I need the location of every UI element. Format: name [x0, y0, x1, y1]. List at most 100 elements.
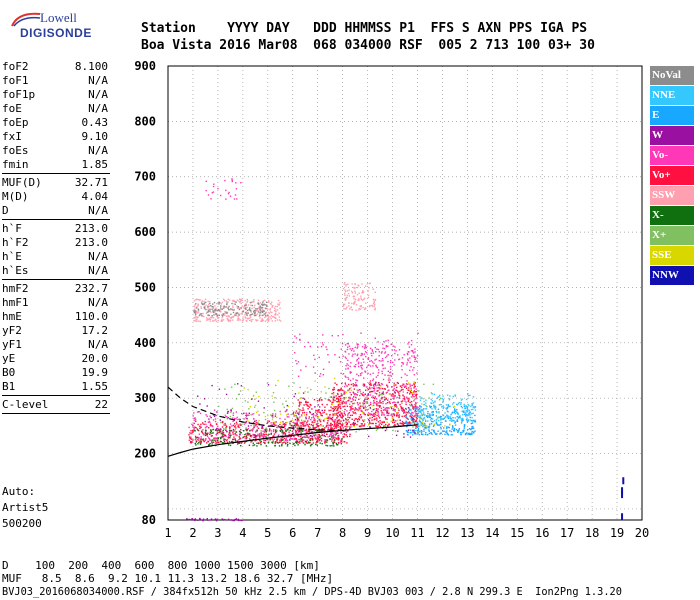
echo-point: [360, 374, 362, 377]
echo-point: [417, 429, 420, 432]
echo-point: [297, 430, 299, 432]
echo-point: [386, 411, 388, 414]
echo-point: [305, 417, 307, 420]
echo-point: [471, 427, 473, 429]
echo-point: [228, 305, 230, 308]
echo-point: [393, 398, 395, 400]
echo-point: [419, 416, 421, 418]
echo-point: [346, 423, 348, 425]
echo-point: [429, 413, 431, 415]
echo-point: [345, 421, 347, 423]
echo-point: [270, 433, 272, 435]
echo-point: [371, 410, 373, 413]
echo-point: [222, 313, 224, 315]
echo-point: [463, 411, 465, 414]
echo-point: [327, 426, 330, 428]
echo-point: [248, 309, 250, 311]
echo-point: [306, 430, 308, 433]
echo-point: [409, 423, 411, 425]
echo-point: [443, 430, 445, 432]
echo-point: [422, 398, 425, 400]
echo-point: [381, 411, 383, 414]
echo-point: [470, 428, 472, 430]
echo-point: [316, 439, 319, 442]
echo-point: [394, 408, 396, 411]
echo-point: [283, 441, 285, 443]
echo-point: [332, 398, 335, 400]
echo-point: [454, 395, 456, 397]
echo-point: [256, 426, 258, 428]
echo-point: [401, 361, 403, 364]
echo-point: [349, 348, 351, 350]
echo-point: [329, 418, 332, 420]
echo-point: [254, 308, 257, 310]
echo-point: [247, 401, 249, 403]
echo-point: [429, 406, 432, 409]
echo-point: [217, 425, 219, 428]
echo-point: [409, 414, 412, 416]
echo-point: [281, 445, 283, 447]
echo-point: [313, 417, 315, 420]
echo-point: [261, 318, 263, 320]
echo-point: [339, 410, 341, 413]
echo-point: [318, 399, 321, 401]
echo-point: [267, 420, 269, 422]
echo-point: [409, 401, 411, 404]
echo-point: [271, 438, 273, 440]
echo-point: [305, 428, 308, 431]
echo-point: [238, 442, 241, 444]
echo-point: [273, 423, 275, 425]
echo-point: [406, 421, 408, 423]
echo-point: [273, 438, 275, 440]
echo-point: [342, 304, 345, 307]
echo-point: [315, 426, 318, 428]
echo-point: [210, 304, 212, 307]
echo-point: [378, 387, 380, 389]
echo-point: [241, 412, 243, 415]
echo-point: [254, 437, 257, 439]
x-tick-label: 3: [214, 526, 221, 540]
echo-point: [312, 439, 314, 441]
echo-point: [330, 426, 332, 428]
echo-point: [417, 425, 419, 427]
echo-point: [199, 426, 202, 428]
echo-point: [347, 292, 350, 295]
echo-point: [384, 399, 386, 401]
echo-point: [311, 420, 313, 423]
echo-point: [257, 433, 259, 435]
echo-point: [401, 384, 403, 387]
echo-point: [382, 406, 385, 408]
echo-point: [220, 305, 222, 307]
echo-point: [337, 439, 340, 441]
echo-point: [432, 421, 434, 423]
echo-point: [412, 431, 414, 433]
echo-point: [354, 385, 357, 387]
echo-point: [314, 437, 316, 439]
echo-point: [415, 414, 417, 417]
echo-point: [255, 423, 258, 426]
echo-point: [288, 434, 290, 436]
echo-point: [204, 432, 207, 434]
echo-point: [363, 308, 366, 311]
echo-cluster: [243, 376, 456, 428]
echo-point: [344, 375, 346, 377]
echo-point: [297, 412, 299, 414]
echo-point: [415, 403, 417, 406]
echo-point: [192, 415, 194, 417]
echo-point: [453, 430, 455, 432]
echo-point: [403, 436, 405, 438]
echo-point: [196, 428, 198, 430]
echo-point: [210, 435, 213, 437]
echo-point: [401, 402, 403, 404]
echo-point: [407, 383, 409, 386]
echo-point: [239, 433, 241, 435]
echo-point: [251, 429, 253, 431]
echo-point: [376, 387, 378, 389]
echo-point: [213, 314, 215, 316]
echo-point: [274, 312, 277, 315]
echo-point: [444, 433, 446, 435]
echo-point: [354, 292, 356, 294]
echo-point: [329, 433, 331, 436]
echo-point: [387, 399, 389, 401]
echo-point: [345, 391, 347, 393]
